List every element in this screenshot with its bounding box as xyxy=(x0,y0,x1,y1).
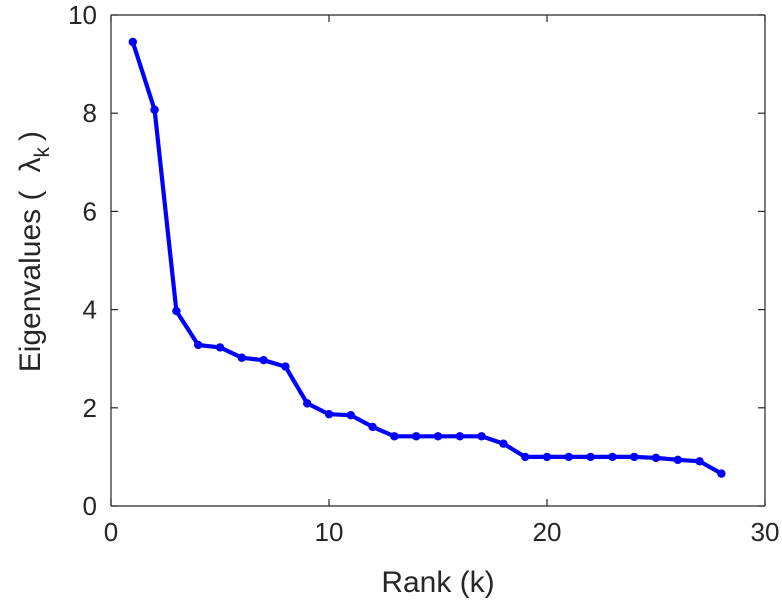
data-point xyxy=(412,432,421,441)
series-layer xyxy=(128,37,726,478)
lambda-symbol: λ xyxy=(14,158,47,173)
ticks: 0 10 20 30 0 2 4 6 8 10 xyxy=(68,0,779,547)
y-tick-label: 4 xyxy=(83,295,97,325)
y-tick-label: 8 xyxy=(83,98,97,128)
data-point xyxy=(390,432,399,441)
data-point xyxy=(237,353,246,362)
data-point xyxy=(477,432,486,441)
data-point xyxy=(521,452,530,462)
data-point xyxy=(499,439,508,448)
svg-text:Eigenvalues (λk): Eigenvalues ( λk) xyxy=(14,89,54,430)
x-tick-label: 0 xyxy=(104,517,118,547)
y-tick-label: 6 xyxy=(83,196,97,226)
x-tick-label: 30 xyxy=(751,517,780,547)
y-axis-label-suffix: ) xyxy=(14,131,47,141)
data-point xyxy=(172,306,181,316)
data-point xyxy=(150,105,159,114)
data-point xyxy=(608,452,617,462)
series-line xyxy=(130,39,724,476)
data-point xyxy=(586,452,595,462)
y-tick-label: 0 xyxy=(83,491,97,521)
data-point xyxy=(281,362,290,371)
y-axis-label: Eigenvalues ( λk) xyxy=(14,89,54,430)
y-axis-label-prefix: Eigenvalues ( xyxy=(14,191,47,373)
lambda-subscript: k xyxy=(31,147,54,158)
data-point xyxy=(651,453,661,463)
data-point xyxy=(128,37,137,47)
plot-area xyxy=(110,14,766,507)
data-point xyxy=(673,455,682,465)
data-point xyxy=(194,340,203,350)
y-tick-label: 2 xyxy=(83,393,97,423)
data-point xyxy=(717,469,726,478)
data-point xyxy=(303,399,312,408)
data-point xyxy=(455,432,464,441)
data-point xyxy=(259,355,268,365)
data-point xyxy=(542,452,552,462)
data-point xyxy=(695,457,704,466)
data-point xyxy=(346,410,355,420)
data-point xyxy=(630,452,639,462)
y-tick-label: 10 xyxy=(68,0,97,30)
data-point xyxy=(324,409,334,419)
data-point xyxy=(368,422,377,432)
data-point xyxy=(564,452,573,462)
data-point xyxy=(215,343,225,352)
x-tick-label: 20 xyxy=(533,517,562,547)
x-tick-label: 10 xyxy=(315,517,344,547)
x-axis-label: Rank (k) xyxy=(381,566,494,599)
data-point xyxy=(433,432,443,441)
